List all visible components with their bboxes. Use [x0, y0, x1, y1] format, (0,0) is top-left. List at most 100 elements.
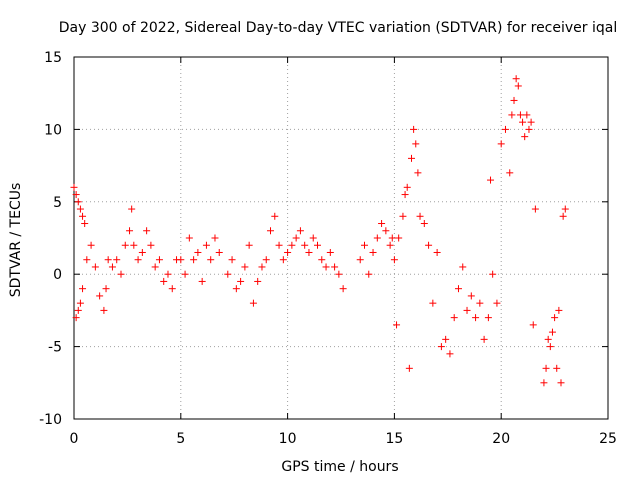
data-point-marker: [202, 241, 210, 249]
data-point-marker: [484, 314, 492, 322]
data-point-marker: [160, 277, 168, 285]
data-point-marker: [501, 125, 509, 133]
data-point-marker: [258, 263, 266, 271]
data-point-marker: [72, 314, 80, 322]
data-point-marker: [211, 234, 219, 242]
x-tick-label: 20: [492, 431, 510, 447]
data-point-marker: [472, 314, 480, 322]
data-point-marker: [544, 335, 552, 343]
data-point-marker: [134, 256, 142, 264]
data-point-marker: [113, 256, 121, 264]
data-point-marker: [527, 118, 535, 126]
data-point-marker: [555, 306, 563, 314]
axis-ticks: 0 5 10 15 20 25 -10 -5 0 5 10 15: [39, 50, 617, 447]
data-point-marker: [425, 241, 433, 249]
data-point-marker: [510, 96, 518, 104]
data-point-marker: [446, 350, 454, 358]
data-point-marker: [215, 248, 223, 256]
data-point-marker: [326, 248, 334, 256]
data-point-marker: [331, 263, 339, 271]
data-point-marker: [467, 292, 475, 300]
data-point-marker: [305, 248, 313, 256]
data-point-marker: [228, 256, 236, 264]
data-point-marker: [493, 299, 501, 307]
data-point-marker: [382, 227, 390, 235]
y-tick-label: 5: [53, 195, 62, 211]
data-point-marker: [181, 270, 189, 278]
data-point-marker: [190, 256, 198, 264]
data-point-marker: [487, 176, 495, 184]
data-point-marker: [437, 343, 445, 351]
data-point-marker: [542, 364, 550, 372]
data-point-marker: [403, 183, 411, 191]
data-point-marker: [87, 241, 95, 249]
data-point-marker: [386, 241, 394, 249]
data-point-marker: [309, 234, 317, 242]
plot-area-frame: [73, 56, 609, 420]
data-points: [70, 75, 569, 387]
data-point-marker: [151, 263, 159, 271]
data-point-marker: [410, 125, 418, 133]
data-point-marker: [194, 248, 202, 256]
data-point-marker: [164, 270, 172, 278]
data-point-marker: [414, 169, 422, 177]
data-point-marker: [292, 234, 300, 242]
data-point-marker: [128, 205, 136, 213]
data-point-marker: [369, 248, 377, 256]
data-point-marker: [102, 285, 110, 293]
data-point-marker: [401, 191, 409, 199]
data-point-marker: [360, 241, 368, 249]
data-point-marker: [416, 212, 424, 220]
data-point-marker: [373, 234, 381, 242]
data-point-marker: [108, 263, 116, 271]
data-point-marker: [433, 248, 441, 256]
data-point-marker: [390, 256, 398, 264]
data-point-marker: [365, 270, 373, 278]
x-tick-label: 5: [176, 431, 185, 447]
data-point-marker: [117, 270, 125, 278]
x-tick-label: 25: [599, 431, 617, 447]
data-point-marker: [198, 277, 206, 285]
data-point-marker: [254, 277, 262, 285]
data-point-marker: [442, 335, 450, 343]
data-point-marker: [553, 364, 561, 372]
x-tick-label: 0: [70, 431, 79, 447]
y-tick-label: 10: [44, 122, 62, 138]
data-point-marker: [237, 277, 245, 285]
data-point-marker: [267, 227, 275, 235]
data-point-marker: [301, 241, 309, 249]
data-point-marker: [405, 364, 413, 372]
data-point-marker: [378, 220, 386, 228]
data-point-marker: [177, 256, 185, 264]
data-point-marker: [72, 191, 80, 199]
data-point-marker: [284, 248, 292, 256]
data-point-marker: [429, 299, 437, 307]
data-point-marker: [356, 256, 364, 264]
data-point-marker: [497, 140, 505, 148]
data-point-marker: [531, 205, 539, 213]
data-point-marker: [388, 234, 396, 242]
data-point-marker: [91, 263, 99, 271]
data-point-marker: [480, 335, 488, 343]
data-point-marker: [476, 299, 484, 307]
data-point-marker: [100, 306, 108, 314]
y-tick-label: 15: [44, 50, 62, 66]
data-point-marker: [551, 314, 559, 322]
data-point-marker: [79, 212, 87, 220]
y-tick-label: 0: [53, 267, 62, 283]
data-point-marker: [262, 256, 270, 264]
x-tick-label: 10: [279, 431, 297, 447]
data-point-marker: [79, 285, 87, 293]
data-point-marker: [561, 205, 569, 213]
data-point-marker: [516, 111, 524, 119]
data-point-marker: [399, 212, 407, 220]
data-point-marker: [489, 270, 497, 278]
data-point-marker: [74, 198, 82, 206]
data-point-marker: [207, 256, 215, 264]
y-tick-label: -5: [48, 340, 62, 356]
data-point-marker: [412, 140, 420, 148]
data-point-marker: [288, 241, 296, 249]
data-point-marker: [395, 234, 403, 242]
x-axis-title: GPS time / hours: [281, 459, 398, 475]
data-point-marker: [130, 241, 138, 249]
